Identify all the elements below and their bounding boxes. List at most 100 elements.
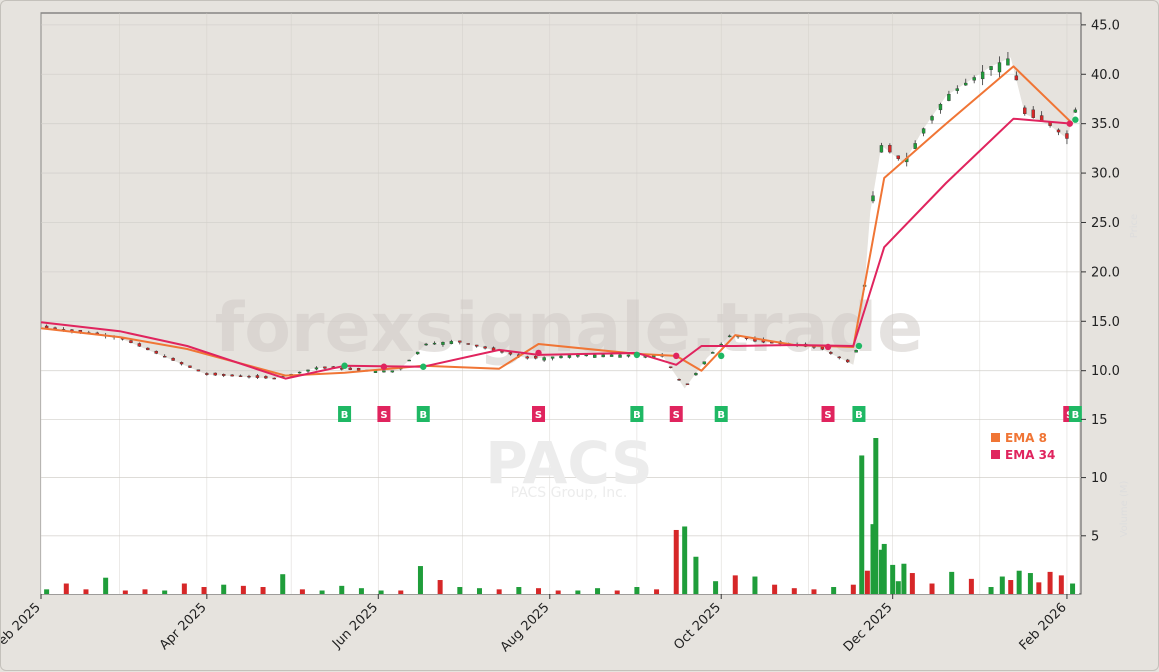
legend-swatch	[991, 433, 1000, 442]
candle-body	[407, 359, 411, 362]
volume-bars	[44, 438, 1076, 594]
volume-bar	[999, 576, 1005, 594]
sell-signal-badge: S	[669, 406, 683, 422]
volume-bar	[673, 529, 679, 594]
volume-bar	[901, 563, 907, 594]
y-axis: 45.0 40.0 35.0 30.0 25.0 20.0 15.0 10.0 15 10 5	[1081, 18, 1120, 544]
volume-bar	[162, 590, 168, 594]
candle-body	[584, 354, 588, 357]
volume-bar	[878, 549, 884, 594]
volume-bar	[1070, 583, 1076, 594]
signal-dot	[420, 363, 427, 370]
volume-bar	[378, 590, 384, 594]
candle-body	[222, 374, 226, 376]
candle-body	[913, 143, 917, 149]
candle-body	[685, 383, 690, 385]
candle-body	[458, 340, 462, 343]
volume-bar	[260, 587, 266, 594]
candle-body	[415, 351, 420, 355]
candle-body	[626, 354, 631, 357]
candle-body	[601, 354, 605, 358]
volume-bar	[614, 590, 620, 594]
volume-bar	[850, 584, 856, 594]
grid-lines	[40, 13, 1081, 594]
signal-badge-label: S	[535, 410, 542, 421]
volume-bar	[437, 580, 443, 594]
volume-bar	[713, 581, 719, 594]
volume-bar	[103, 577, 109, 594]
candle-body	[272, 377, 276, 380]
candle-body	[297, 371, 302, 374]
candle-body	[340, 368, 344, 370]
volume-bar	[881, 543, 887, 594]
below-price-area	[41, 57, 1079, 594]
volume-bar	[358, 588, 364, 594]
candle-body	[44, 325, 49, 329]
signal-badge-label: B	[1072, 410, 1080, 421]
signal-badge-label: B	[633, 410, 641, 421]
candle-body	[1056, 129, 1061, 133]
signal-badge-label: B	[341, 410, 349, 421]
volume-bar	[516, 587, 522, 594]
candle-body	[542, 357, 546, 361]
candle-body	[230, 374, 234, 377]
signal-badge-label: S	[824, 410, 831, 421]
volume-bar	[929, 583, 935, 594]
candle-body	[921, 128, 926, 134]
volume-bar	[1047, 571, 1053, 594]
candle-body	[888, 145, 892, 153]
signal-badge-bg	[416, 406, 430, 422]
buy-signal-badge: B	[338, 406, 352, 422]
signal-badge-bg	[714, 406, 728, 422]
ema-line	[40, 65, 1074, 377]
volume-bar	[909, 573, 915, 594]
legend-label: EMA 34	[1005, 448, 1055, 462]
signal-dot	[380, 363, 388, 370]
candle-body	[947, 93, 951, 101]
signal-dot	[633, 351, 641, 359]
candle-body	[727, 335, 732, 338]
volume-bar	[44, 589, 50, 594]
signal-badge-bg	[852, 406, 866, 422]
volume-bar	[1008, 580, 1014, 594]
candle-body	[989, 66, 993, 70]
y-tick-label: 35.0	[1091, 117, 1120, 132]
candle-body	[854, 350, 858, 353]
signal-dot	[341, 362, 348, 369]
buy-signal-badge: B	[1068, 406, 1082, 422]
candle-body	[466, 343, 470, 345]
candle-body	[668, 366, 673, 368]
volume-bar	[890, 564, 896, 594]
candle-body	[390, 370, 395, 373]
candle-body	[559, 355, 563, 359]
x-tick-label: Oct 2025	[671, 600, 724, 653]
legend-swatch	[991, 450, 1000, 459]
signal-badge-bg	[630, 406, 644, 422]
candle-body	[205, 373, 209, 375]
signal-dot	[824, 343, 832, 351]
legend-label: EMA 8	[1005, 431, 1047, 445]
volume-bar	[417, 566, 423, 594]
volume-bar	[555, 590, 561, 594]
volume-bar	[634, 587, 640, 594]
candle-body	[829, 352, 833, 354]
candle-body	[980, 71, 985, 80]
x-tick-label: Feb 2026	[1017, 600, 1070, 653]
volume-bar	[988, 587, 994, 594]
volume-bar	[457, 587, 463, 594]
buy-signal-badge: B	[416, 406, 430, 422]
candle-body	[896, 155, 900, 159]
y-tick-label: 45.0	[1091, 18, 1120, 33]
candle-body	[314, 367, 319, 370]
signal-badges: BSBSBSBSBSB	[338, 406, 1082, 422]
candle-body	[837, 356, 841, 359]
volume-bar	[83, 589, 89, 594]
volume-bar	[496, 589, 502, 594]
sell-signal-badge: S	[377, 406, 391, 422]
candle-body	[1073, 109, 1078, 113]
candle-body	[137, 343, 142, 347]
candle-body	[964, 82, 968, 86]
legend: EMA 8 EMA 34	[991, 431, 1055, 462]
